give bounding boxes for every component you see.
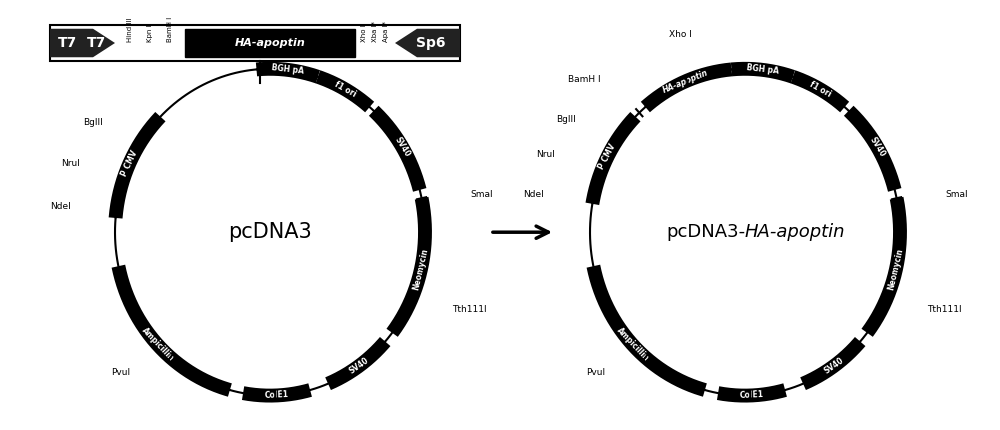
Text: PvuI: PvuI (586, 368, 605, 377)
Text: Xho I: Xho I (669, 30, 691, 39)
Text: T7: T7 (58, 36, 77, 50)
Text: HA-apoptin: HA-apoptin (745, 223, 846, 241)
Text: P CMV: P CMV (120, 149, 139, 178)
Text: Apa I*: Apa I* (383, 21, 389, 42)
Text: HA-apoptin: HA-apoptin (662, 68, 710, 95)
Text: NdeI: NdeI (523, 190, 544, 199)
Text: Ampicillin: Ampicillin (140, 326, 175, 363)
FancyArrow shape (50, 29, 115, 57)
Text: Hind III: Hind III (127, 17, 133, 42)
Text: f1 ori: f1 ori (333, 80, 357, 99)
Text: NdeI: NdeI (50, 202, 70, 211)
Text: PvuI: PvuI (111, 368, 130, 377)
Text: P CMV: P CMV (597, 142, 618, 171)
Text: SV40: SV40 (393, 135, 412, 158)
Bar (50, 25, 460, 61)
Text: Tth111I: Tth111I (452, 305, 487, 314)
Text: pcDNA3: pcDNA3 (228, 222, 312, 242)
Text: Ampicillin: Ampicillin (615, 326, 650, 363)
Text: SV40: SV40 (822, 356, 845, 376)
Text: ColE1: ColE1 (265, 390, 289, 400)
Text: NruI: NruI (62, 159, 80, 168)
Text: Xho I: Xho I (361, 24, 367, 42)
Text: Neomycin: Neomycin (412, 247, 430, 291)
Bar (185, 29, 355, 57)
Text: BGH pA: BGH pA (746, 64, 779, 76)
Text: Xba I*: Xba I* (372, 21, 378, 42)
Text: BglII: BglII (556, 115, 576, 124)
Text: SV40: SV40 (868, 135, 887, 158)
Text: BamH I: BamH I (568, 74, 601, 83)
Text: f1 ori: f1 ori (808, 80, 832, 99)
Text: pcDNA3-: pcDNA3- (666, 223, 745, 241)
Text: BamH I: BamH I (167, 16, 173, 42)
Text: SmaI: SmaI (470, 190, 493, 199)
Text: Sp6: Sp6 (416, 36, 446, 50)
Text: NruI: NruI (536, 150, 555, 160)
Text: Kpn I: Kpn I (147, 24, 153, 42)
Text: SmaI: SmaI (945, 190, 968, 199)
Text: HA-apoptin: HA-apoptin (235, 38, 305, 48)
FancyArrow shape (395, 29, 460, 57)
Text: T7: T7 (87, 36, 106, 50)
Text: ColE1: ColE1 (740, 390, 764, 400)
Text: SV40: SV40 (347, 356, 370, 376)
Text: BGH pA: BGH pA (271, 64, 304, 76)
Text: Neomycin: Neomycin (887, 247, 905, 291)
Text: Tth111I: Tth111I (927, 305, 962, 314)
Text: BglII: BglII (83, 117, 103, 126)
